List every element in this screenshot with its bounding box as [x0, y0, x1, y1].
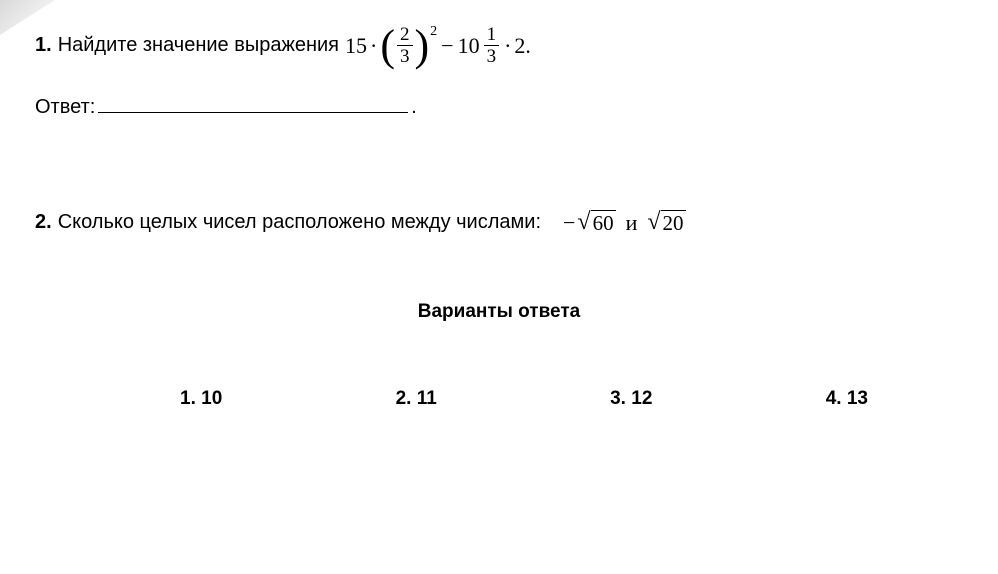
sqrt-20-val: 20	[661, 210, 686, 236]
problem-2-expr: − √ 60 и √ 20	[559, 209, 686, 236]
problem-1-text: Найдите значение выражения	[58, 34, 339, 57]
sqrt-60-val: 60	[591, 210, 616, 236]
mixed-number-10-1-3: 10 1 3	[458, 25, 502, 66]
mixed-fraction: 1 3	[484, 25, 500, 66]
neg-sign: −	[563, 210, 575, 236]
exponent-2: 2	[430, 24, 437, 40]
right-paren: )	[415, 26, 430, 66]
variant-option-2: 2. 11	[396, 388, 437, 410]
problem-1-expression: 15 · ( 2 3 ) 2 − 10 1 3 · 2 .	[345, 25, 531, 66]
expr-period: .	[525, 33, 531, 59]
mixed-whole: 10	[458, 33, 480, 59]
coef-15: 15	[345, 33, 367, 59]
coef-2: 2	[514, 33, 525, 59]
problem-2-number: 2.	[35, 211, 52, 234]
problem-2-text: Сколько целых чисел расположено между чи…	[58, 211, 541, 234]
answer-blank[interactable]	[98, 112, 408, 113]
mult-dot: ·	[370, 33, 377, 59]
left-paren: (	[380, 26, 395, 66]
problem-1: 1. Найдите значение выражения 15 · ( 2 3…	[35, 25, 963, 66]
answer-label: Ответ:	[35, 96, 95, 119]
and-word: и	[626, 210, 638, 236]
variant-option-1: 1. 10	[180, 388, 222, 410]
problem-1-number: 1.	[35, 34, 52, 57]
fraction-2-3: 2 3	[397, 25, 413, 66]
mixed-frac-num: 1	[484, 25, 500, 46]
answer-period: .	[411, 96, 417, 119]
variant-option-3: 3. 12	[610, 388, 652, 410]
sqrt-60: √ 60	[577, 209, 615, 236]
sqrt-icon: √	[647, 209, 660, 236]
sqrt-20: √ 20	[647, 209, 685, 236]
sqrt-icon: √	[577, 209, 590, 236]
variant-option-4: 4. 13	[826, 388, 868, 410]
frac-numerator: 2	[397, 25, 413, 46]
variants-row: 1. 10 2. 11 3. 12 4. 13	[35, 388, 963, 410]
mult-dot-2: ·	[504, 33, 511, 59]
mixed-frac-den: 3	[484, 46, 500, 66]
answer-line: Ответ: .	[35, 96, 963, 119]
minus-sign: −	[441, 33, 453, 59]
problem-2: 2. Сколько целых чисел расположено между…	[35, 209, 963, 236]
variants-header: Варианты ответа	[35, 301, 963, 323]
frac-denominator: 3	[397, 46, 413, 66]
